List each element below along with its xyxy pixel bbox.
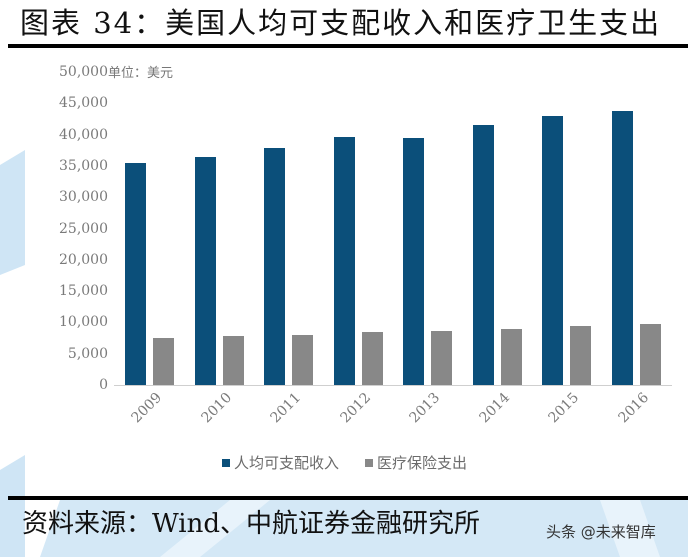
legend-swatch-income (222, 458, 230, 467)
watermark: 头条 @未来智库 (546, 523, 656, 541)
y-tick-label: 35,000 (59, 157, 108, 174)
bar-income-2014 (472, 125, 494, 385)
legend-item-income: 人均可支配收入 (222, 452, 339, 473)
figure-title: 图表 34：美国人均可支配收入和医疗卫生支出 (20, 6, 662, 40)
bar-medical-2014 (500, 328, 522, 385)
legend: 人均可支配收入 医疗保险支出 (222, 452, 493, 473)
source-divider (8, 496, 688, 500)
bar-medical-2013 (431, 331, 452, 385)
legend-label-income: 人均可支配收入 (234, 454, 340, 472)
bar-income-2011 (264, 147, 285, 385)
y-tick-label: 15,000 (59, 283, 108, 300)
bar-income-2016 (611, 110, 633, 385)
y-tick-label: 5,000 (67, 345, 108, 362)
bar-income-2009 (125, 162, 146, 385)
bar-medical-2015 (570, 325, 591, 385)
bar-medical-2011 (292, 334, 313, 385)
legend-swatch-medical (365, 458, 374, 467)
y-tick-label: 0 (99, 377, 108, 393)
title-divider (8, 44, 688, 48)
bar-medical-2010 (222, 335, 244, 385)
unit-label: 单位：美元 (108, 66, 174, 81)
y-tick-label: 45,000 (59, 95, 108, 112)
bar-income-2015 (542, 115, 563, 385)
bar-medical-2012 (361, 332, 383, 385)
bar-income-2013 (403, 138, 424, 385)
y-tick-label: 30,000 (59, 189, 108, 206)
y-tick-label: 25,000 (59, 220, 108, 237)
bar-income-2012 (333, 137, 355, 385)
y-tick-label: 20,000 (59, 251, 108, 268)
legend-item-medical: 医疗保险支出 (365, 452, 467, 473)
bar-medical-2016 (639, 324, 661, 385)
bar-medical-2009 (153, 338, 174, 385)
y-tick-label: 10,000 (59, 314, 108, 331)
source-note: 资料来源：Wind、中航证券金融研究所 (22, 509, 480, 539)
y-tick-label: 40,000 (59, 126, 108, 143)
x-axis-line (114, 385, 672, 386)
bar-income-2010 (194, 157, 216, 385)
y-tick-label: 50,000 (59, 64, 108, 80)
legend-label-medical: 医疗保险支出 (377, 454, 468, 472)
